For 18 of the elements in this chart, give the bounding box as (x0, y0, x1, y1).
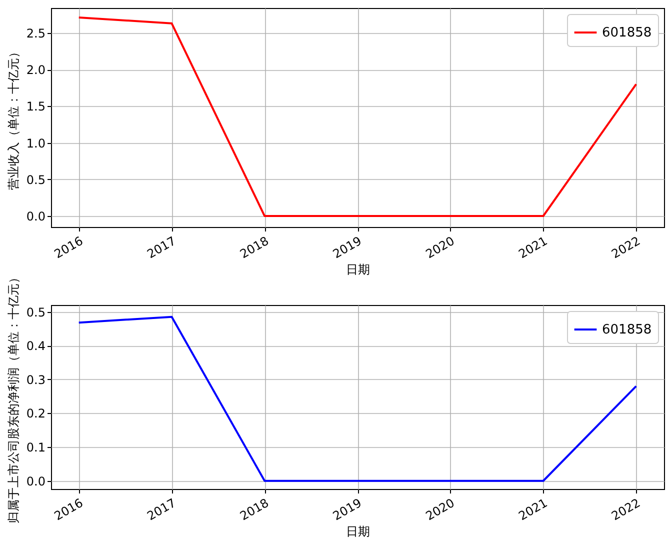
y-tick-label: 0.4 (26, 339, 46, 354)
y-tick-label: 0.5 (26, 172, 46, 187)
legend-label: 601858 (602, 322, 652, 338)
y-tick-label: 1.0 (26, 136, 46, 150)
y-tick-label: 2.5 (26, 26, 46, 40)
y-tick-label: 0.5 (26, 305, 46, 320)
y-tick-label: 0.2 (26, 406, 46, 421)
x-axis-title: 日期 (346, 262, 370, 276)
y-tick-label: 0.1 (26, 440, 46, 455)
y-tick-label: 1.5 (26, 100, 46, 114)
x-axis-title: 日期 (346, 524, 370, 538)
y-tick-label: 0.0 (26, 210, 46, 224)
y-axis-title: 营业收入（单位：十亿元） (6, 46, 20, 190)
y-tick-label: 0.0 (26, 474, 46, 488)
legend-label: 601858 (602, 26, 652, 40)
y-tick-label: 2.0 (26, 63, 46, 78)
y-axis-title: 归属于上市公司股东的净利润（单位：十亿元） (6, 272, 20, 524)
y-tick-label: 0.3 (26, 372, 46, 387)
